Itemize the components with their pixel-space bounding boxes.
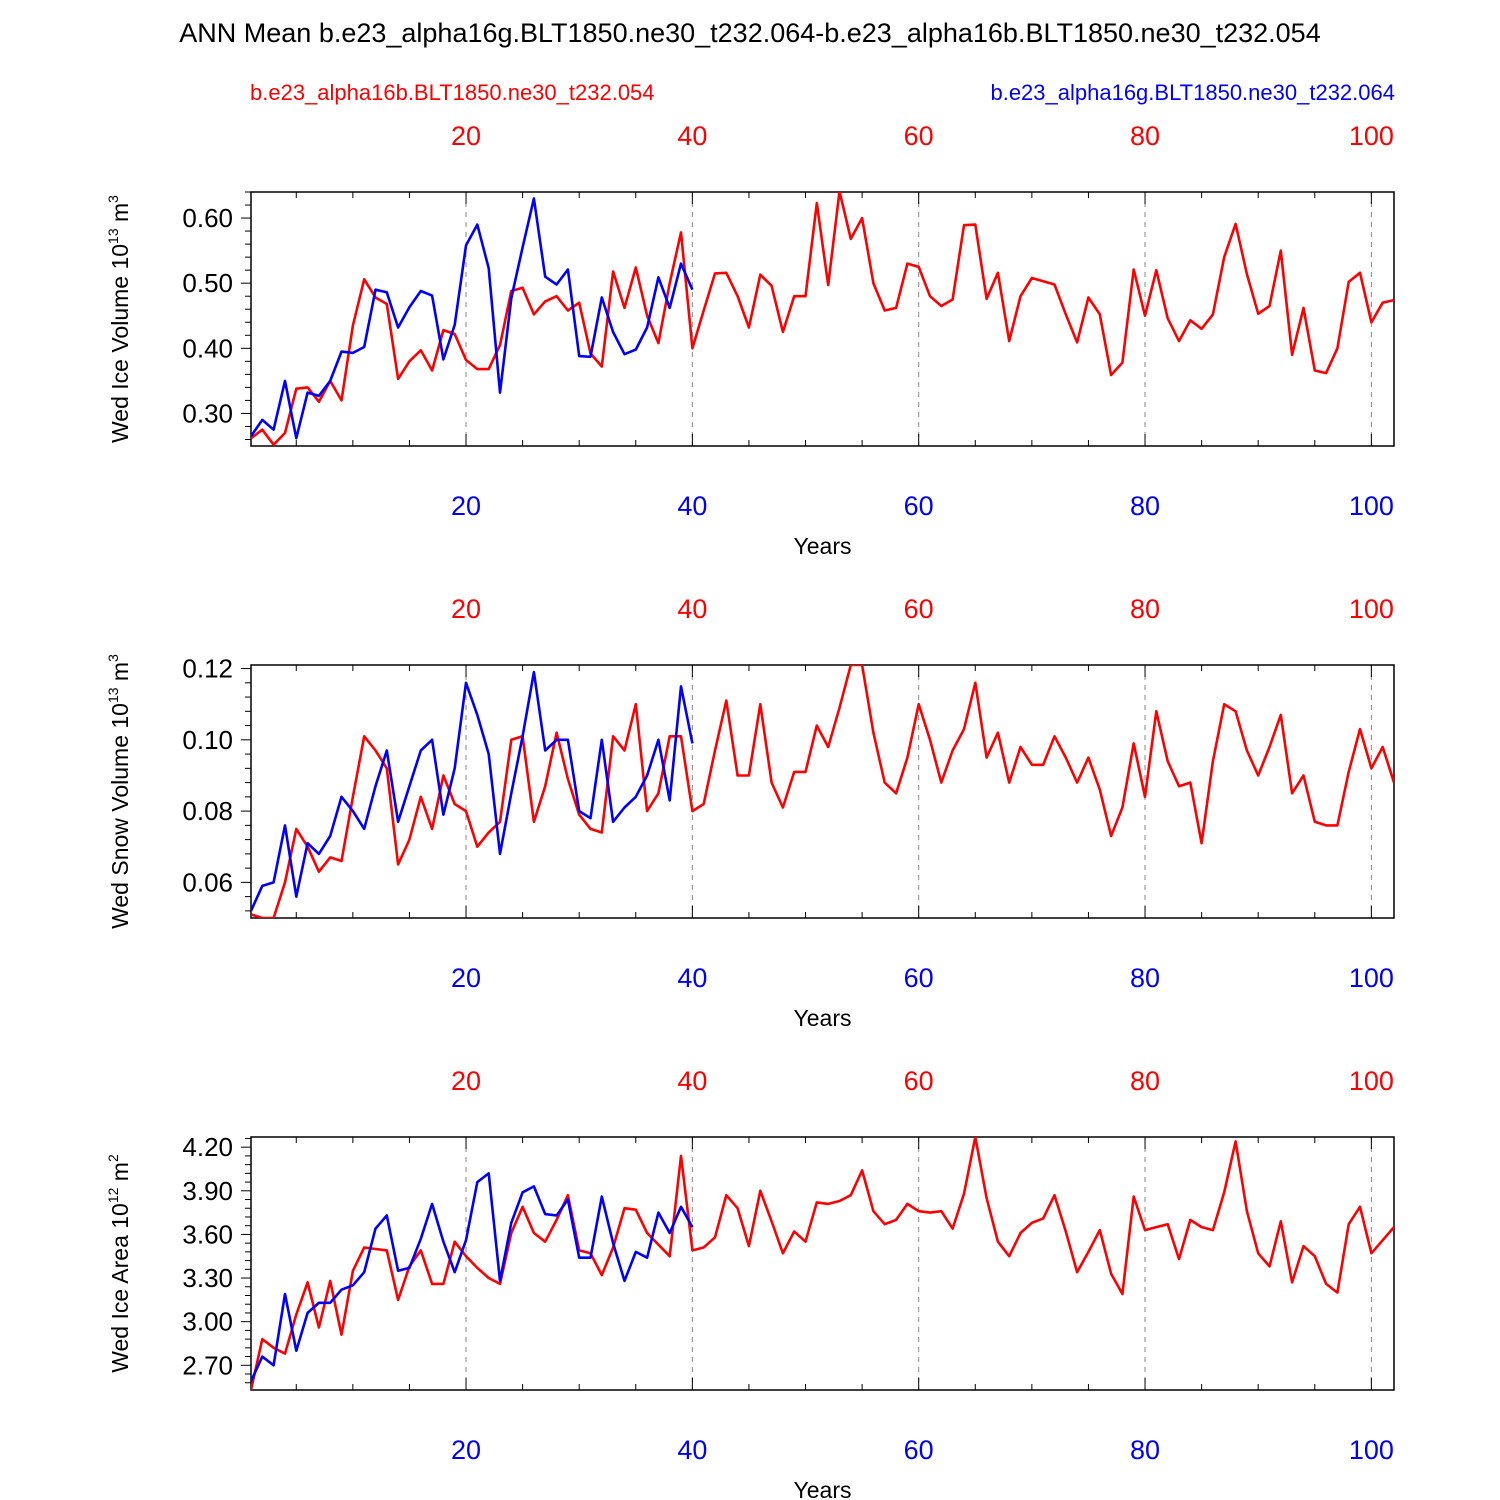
y-axis-label-text: Wed Ice Volume 10 — [107, 244, 133, 443]
plot-frame — [250, 191, 1395, 447]
wed-ice-volume-panel: 0.30 0.40 0.50 0.60 20 20 40 40 60 60 80 80 100 100 Ye… — [105, 121, 1395, 559]
x-tick-label-top: 60 — [904, 1066, 934, 1096]
y-tick-label: 2.70 — [182, 1350, 233, 1380]
y-axis-label: Wed Ice Volume 1013 m3 — [105, 195, 133, 443]
x-axis-label: Years — [794, 1005, 852, 1031]
series-line-blue — [251, 670, 694, 912]
x-tick-label-bottom: 80 — [1130, 1435, 1160, 1465]
plot-frame — [250, 664, 1395, 919]
x-tick-label-bottom: 60 — [904, 963, 934, 993]
y-tick-label: 0.30 — [182, 398, 233, 428]
y-tick-label: 3.00 — [182, 1307, 233, 1337]
x-axis-label: Years — [794, 533, 852, 559]
series-line-red — [251, 1137, 1394, 1390]
y-axis-label-text: m — [107, 203, 133, 229]
y-axis-label-superscript: 3 — [105, 195, 121, 203]
series-line-red — [251, 665, 1394, 918]
y-tick-label: 0.10 — [182, 725, 233, 755]
x-tick-label-top: 100 — [1349, 121, 1394, 151]
y-tick-label: 3.90 — [182, 1176, 233, 1206]
y-tick-label: 0.40 — [182, 333, 233, 363]
plot-frame — [250, 1136, 1395, 1391]
y-tick-label: 4.20 — [182, 1132, 233, 1162]
y-axis-label: Wed Snow Volume 1013 m3 — [105, 654, 133, 929]
y-tick-label: 0.08 — [182, 796, 233, 826]
x-axis-label: Years — [794, 1477, 852, 1500]
x-tick-label-bottom: 80 — [1130, 491, 1160, 521]
x-tick-label-top: 40 — [677, 594, 707, 624]
y-axis-label: Wed Ice Area 1012 m2 — [105, 1154, 133, 1373]
legend-red-case: b.e23_alpha16b.BLT1850.ne30_t232.054 — [250, 80, 655, 105]
x-tick-label-bottom: 40 — [677, 963, 707, 993]
series-line-blue — [251, 197, 694, 440]
x-tick-label-bottom: 20 — [451, 1435, 481, 1465]
x-tick-label-top: 80 — [1130, 121, 1160, 151]
y-axis-label-superscript: 13 — [105, 228, 121, 244]
x-tick-label-top: 80 — [1130, 594, 1160, 624]
x-tick-label-top: 80 — [1130, 1066, 1160, 1096]
y-axis-label-superscript: 2 — [105, 1154, 121, 1162]
y-axis-label-superscript: 3 — [105, 654, 121, 662]
series-line-red — [251, 192, 1394, 446]
x-tick-label-bottom: 100 — [1349, 1435, 1394, 1465]
y-axis-label-text: m — [107, 1162, 133, 1188]
x-tick-label-top: 60 — [904, 121, 934, 151]
y-tick-label: 0.06 — [182, 867, 233, 897]
x-tick-label-top: 40 — [677, 121, 707, 151]
y-tick-label: 0.12 — [182, 654, 233, 684]
y-axis-label-text: m — [107, 662, 133, 688]
x-tick-label-top: 100 — [1349, 1066, 1394, 1096]
y-axis-label-superscript: 13 — [105, 687, 121, 703]
x-tick-label-bottom: 80 — [1130, 963, 1160, 993]
wed-snow-volume-panel: 0.06 0.08 0.10 0.12 20 20 40 40 60 60 80 80 100 100 Ye… — [105, 594, 1395, 1031]
x-tick-label-bottom: 20 — [451, 963, 481, 993]
x-tick-label-bottom: 60 — [904, 491, 934, 521]
y-tick-label: 0.60 — [182, 203, 233, 233]
legend-blue-case: b.e23_alpha16g.BLT1850.ne30_t232.064 — [990, 80, 1395, 105]
x-tick-label-top: 20 — [451, 121, 481, 151]
y-axis-label-text: Wed Snow Volume 10 — [107, 703, 133, 929]
y-tick-label: 3.60 — [182, 1219, 233, 1249]
x-tick-label-bottom: 20 — [451, 491, 481, 521]
x-tick-label-bottom: 100 — [1349, 963, 1394, 993]
x-tick-label-top: 100 — [1349, 594, 1394, 624]
x-tick-label-bottom: 100 — [1349, 491, 1394, 521]
wed-ice-area-panel: 2.70 3.00 3.30 3.60 3.90 4.20 20 20 40 40 60 60 80 80… — [105, 1066, 1395, 1500]
figure-title: ANN Mean b.e23_alpha16g.BLT1850.ne30_t23… — [179, 18, 1321, 48]
y-axis-label-superscript: 12 — [105, 1187, 121, 1203]
x-tick-label-bottom: 40 — [677, 1435, 707, 1465]
x-tick-label-bottom: 60 — [904, 1435, 934, 1465]
x-tick-label-top: 20 — [451, 1066, 481, 1096]
x-tick-label-top: 60 — [904, 594, 934, 624]
x-tick-label-top: 40 — [677, 1066, 707, 1096]
y-axis-label-text: Wed Ice Area 10 — [107, 1203, 133, 1373]
series-line-blue — [251, 1172, 694, 1382]
y-tick-label: 3.30 — [182, 1263, 233, 1293]
y-tick-label: 0.50 — [182, 268, 233, 298]
x-tick-label-top: 20 — [451, 594, 481, 624]
x-tick-label-bottom: 40 — [677, 491, 707, 521]
